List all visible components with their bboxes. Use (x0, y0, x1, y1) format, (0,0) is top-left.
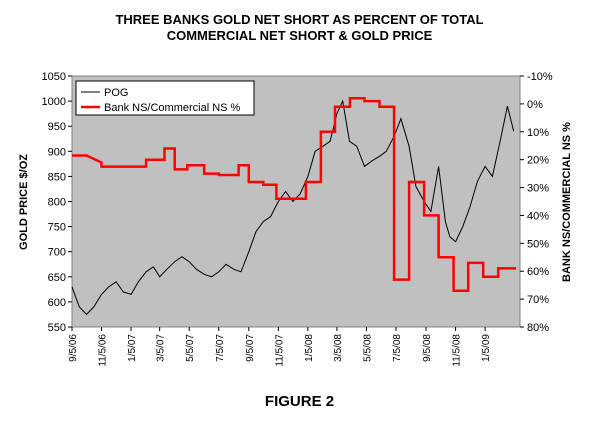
right-tick-label: 40% (527, 210, 549, 222)
x-tick-label: 1/5/08 (304, 334, 315, 362)
right-tick-label: -10% (527, 71, 553, 83)
bank-ns-series-line (72, 97, 517, 292)
x-tick-label: 9/5/08 (422, 334, 433, 362)
x-tick-label: 5/5/08 (362, 334, 373, 362)
right-tick-label: 70% (527, 294, 549, 306)
left-tick-label: 800 (48, 197, 66, 209)
x-tick-label: 5/5/07 (185, 334, 196, 362)
x-tick-label: 7/5/08 (392, 334, 403, 362)
x-tick-label: 3/5/08 (333, 334, 344, 362)
legend-label-bank: Bank NS/Commercial NS % (104, 102, 241, 114)
x-tick-label: 11/5/06 (98, 334, 109, 367)
left-tick-label: 600 (48, 297, 66, 309)
right-tick-label: 60% (527, 266, 549, 278)
right-tick-label: 30% (527, 183, 549, 195)
left-tick-label: 700 (48, 247, 66, 259)
x-tick-label: 9/5/07 (245, 334, 256, 362)
chart-title-line-1: THREE BANKS GOLD NET SHORT AS PERCENT OF… (115, 12, 484, 27)
right-tick-label: 0% (527, 99, 543, 111)
x-axis: 9/5/06 11/5/06 1/5/07 3/5/07 5/5/07 7/5/07 9/5… (68, 327, 492, 367)
x-tick-label: 9/5/06 (68, 334, 79, 362)
left-tick-label: 550 (48, 322, 66, 334)
right-tick-label: 10% (527, 127, 549, 139)
left-tick-label: 1050 (42, 71, 66, 83)
legend: POG Bank NS/Commercial NS % (75, 80, 255, 116)
left-axis: 550 600 650 700 750 800 850 900 950 1000 1050 (42, 71, 72, 334)
x-tick-label: 7/5/07 (215, 334, 226, 362)
x-tick-label: 3/5/07 (156, 334, 167, 362)
left-tick-label: 650 (48, 272, 66, 284)
right-tick-label: 50% (527, 238, 549, 250)
x-tick-label: 1/5/09 (481, 334, 492, 362)
plot-area (71, 75, 521, 328)
gold-chart: 550 600 650 700 750 800 850 900 950 1000 1050 -10%… (18, 71, 573, 367)
x-tick-label: 11/5/08 (452, 334, 463, 367)
left-tick-label: 750 (48, 222, 66, 234)
figure-label: FIGURE 2 (264, 393, 335, 410)
right-tick-label: 80% (527, 322, 549, 334)
chart-title-line-2: COMMERCIAL NET SHORT & GOLD PRICE (166, 28, 433, 43)
left-tick-label: 1000 (42, 96, 66, 108)
left-tick-label: 950 (48, 121, 66, 133)
y-axis-label-right: BANK NS/COMMERCIAL NS % (561, 122, 573, 282)
legend-label-pog: POG (104, 87, 128, 99)
right-tick-label: 20% (527, 155, 549, 167)
x-tick-label: 1/5/07 (127, 334, 138, 362)
y-axis-label-left: GOLD PRICE $/OZ (18, 154, 30, 250)
left-tick-label: 850 (48, 171, 66, 183)
x-tick-label: 11/5/07 (274, 334, 285, 367)
series-layer (71, 97, 517, 316)
right-axis: -10% 0% 10% 20% 30% 40% 50% 60% 70% 80% (520, 71, 553, 334)
left-tick-label: 900 (48, 146, 66, 158)
